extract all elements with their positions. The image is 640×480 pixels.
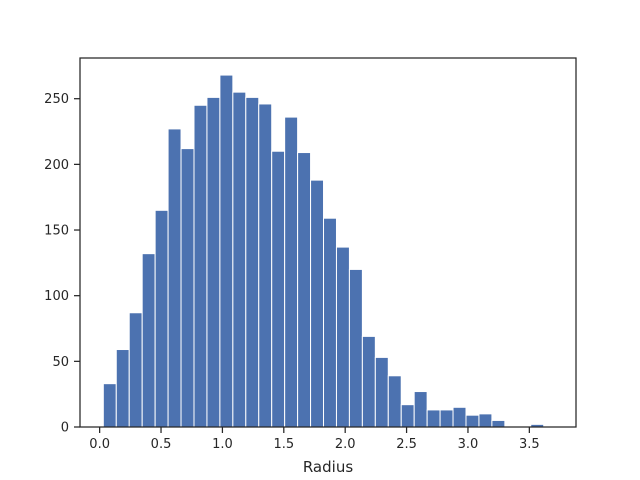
histogram-bar <box>374 356 389 428</box>
histogram-bar <box>361 335 376 428</box>
histogram-bar <box>478 413 493 428</box>
histogram-bar <box>348 268 363 428</box>
x-tick-label: 2.0 <box>335 437 356 452</box>
histogram-bar <box>439 409 454 428</box>
y-tick-label: 250 <box>44 92 69 107</box>
y-tick-label: 150 <box>44 224 69 239</box>
histogram-bar <box>193 104 208 428</box>
x-tick-label: 3.0 <box>458 437 479 452</box>
histogram-bar <box>232 91 247 428</box>
histogram-bar <box>284 116 299 428</box>
histogram-bar <box>491 419 506 428</box>
histogram-bar <box>400 404 415 428</box>
x-tick-label: 0.5 <box>151 437 172 452</box>
x-tick-label: 0.0 <box>89 437 110 452</box>
histogram-bar <box>271 150 286 428</box>
y-axis-ticks: 0 50 100 150 200 250 <box>44 92 80 436</box>
histogram-bar <box>167 128 182 428</box>
y-tick-label: 100 <box>44 289 69 304</box>
x-tick-label: 3.5 <box>519 437 540 452</box>
histogram-bar <box>426 409 441 428</box>
histogram-bar <box>141 253 156 428</box>
histogram-bar <box>102 383 117 428</box>
histogram-bar <box>465 414 480 428</box>
histogram-bar <box>154 209 169 428</box>
x-tick-label: 1.5 <box>273 437 294 452</box>
histogram-bar <box>335 246 350 428</box>
histogram-bar <box>452 406 467 428</box>
x-axis-ticks: 0.0 0.5 1.0 1.5 2.0 2.5 3.0 3.5 <box>89 427 540 452</box>
x-axis-label: Radius <box>303 458 353 476</box>
bars-group <box>102 74 545 428</box>
histogram-bar <box>128 312 143 428</box>
histogram-bar <box>258 103 273 428</box>
histogram-bar <box>310 179 325 428</box>
histogram-bar <box>297 152 312 428</box>
x-tick-label: 2.5 <box>396 437 417 452</box>
histogram-bar <box>219 74 234 428</box>
histogram-bar <box>323 217 337 428</box>
y-tick-label: 0 <box>61 421 69 436</box>
histogram-bar <box>413 391 428 428</box>
histogram-bar <box>206 96 221 428</box>
histogram-bar <box>387 375 402 428</box>
histogram-bar <box>115 349 130 428</box>
histogram-bar <box>180 148 195 428</box>
plot-frame <box>79 57 577 428</box>
y-tick-label: 200 <box>44 158 69 173</box>
y-tick-label: 50 <box>52 355 69 370</box>
x-tick-label: 1.0 <box>212 437 233 452</box>
histogram-bar <box>245 96 260 428</box>
